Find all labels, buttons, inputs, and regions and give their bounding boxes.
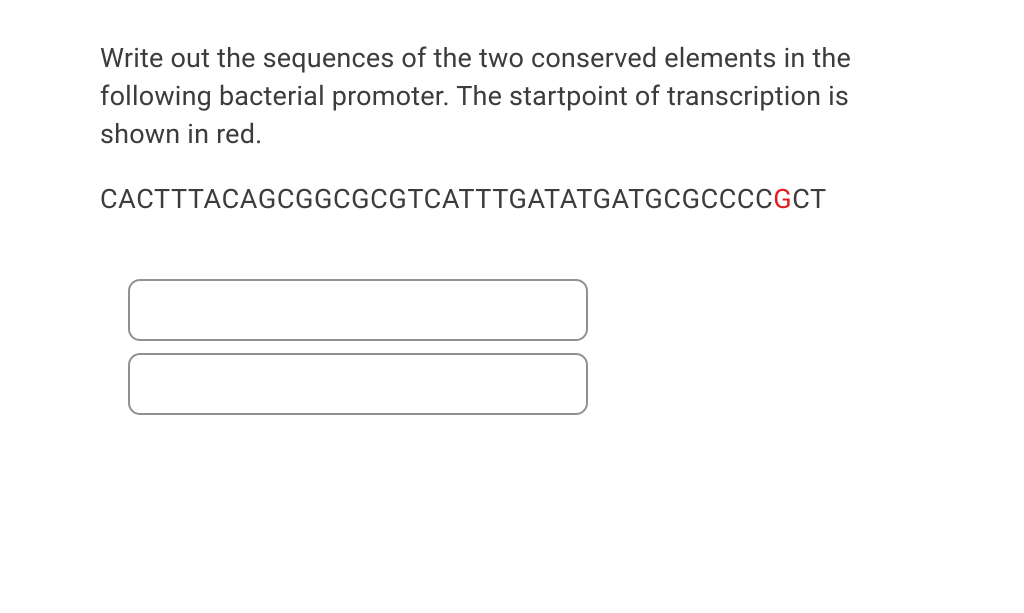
dna-sequence: CACTTTACAGCGGCGCGTCATTTGATATGATGCGCCCCGC…	[100, 181, 924, 219]
sequence-post: CT	[792, 183, 827, 215]
question-prompt: Write out the sequences of the two conse…	[100, 40, 924, 153]
sequence-startpoint: G	[773, 183, 792, 215]
sequence-pre: CACTTTACAGCGGCGCGTCATTTGATATGATGCGCCCC	[100, 183, 773, 215]
answer-input-2[interactable]	[128, 353, 588, 415]
answer-input-1[interactable]	[128, 279, 588, 341]
answer-inputs-group	[100, 279, 924, 415]
